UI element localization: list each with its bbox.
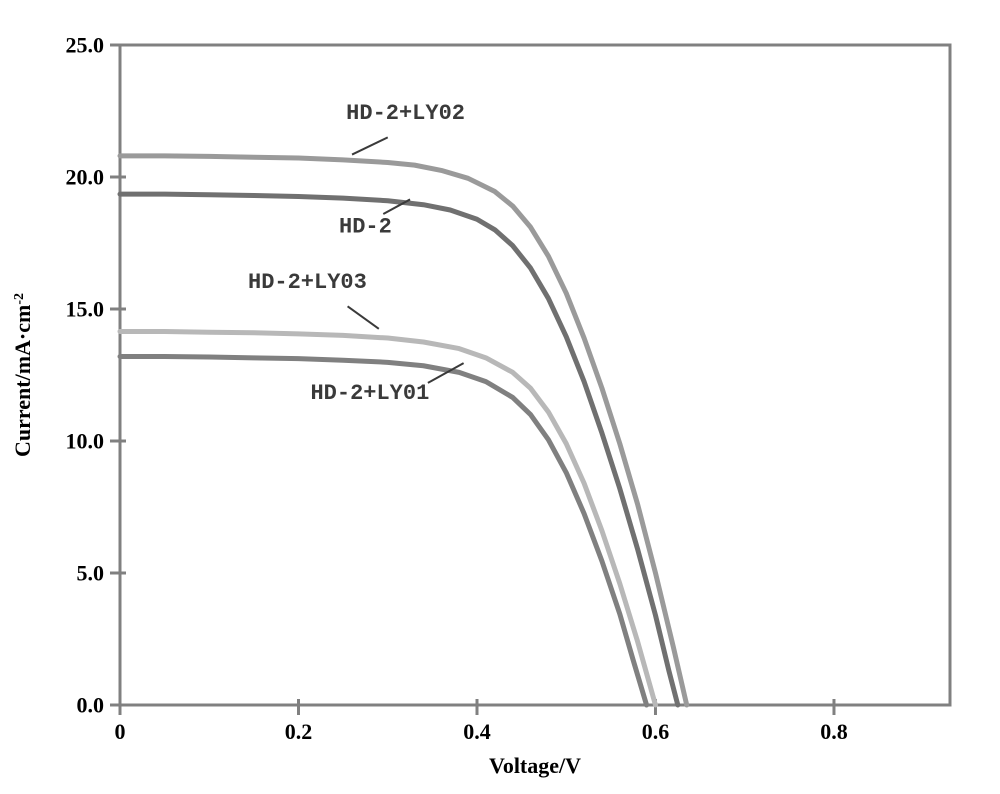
series-label: HD-2+LY01 (310, 381, 429, 406)
y-tick-label: 15.0 (66, 297, 105, 322)
y-tick-label: 20.0 (66, 165, 105, 190)
x-tick-label: 0.4 (463, 719, 491, 744)
x-tick-label: 0.6 (642, 719, 670, 744)
x-tick-label: 0.2 (285, 719, 313, 744)
y-tick-label: 5.0 (77, 561, 105, 586)
x-tick-label: 0.8 (820, 719, 848, 744)
y-tick-label: 10.0 (66, 429, 105, 454)
jv-curve-chart: 0 0.2 0.4 0.6 0.8 0.0 5.0 10.0 15.0 20.0 25.0 Volta… (0, 0, 1000, 794)
y-tick-label: 25.0 (66, 33, 105, 58)
y-tick-label: 0.0 (77, 693, 105, 718)
x-axis-label: Voltage/V (489, 753, 581, 778)
chart-svg: 0 0.2 0.4 0.6 0.8 0.0 5.0 10.0 15.0 20.0 25.0 Volta… (0, 0, 1000, 794)
series-label: HD-2 (339, 214, 392, 239)
y-axis-label: Current/mA·cm-2 (10, 293, 35, 457)
series-label: HD-2+LY02 (346, 101, 465, 126)
series-label: HD-2+LY03 (248, 270, 367, 295)
x-tick-label: 0 (115, 719, 126, 744)
